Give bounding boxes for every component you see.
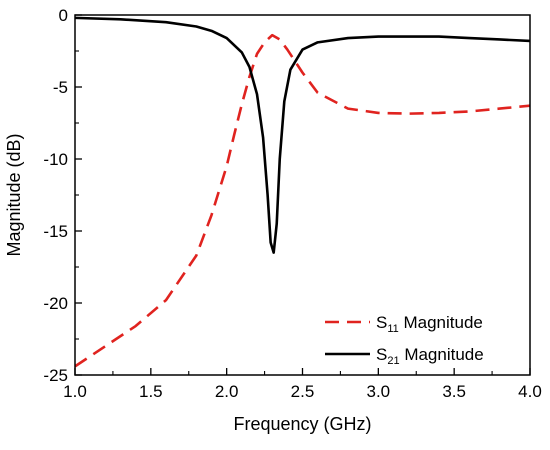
x-axis-title: Frequency (GHz) — [233, 414, 371, 434]
x-tick-label: 1.5 — [139, 382, 163, 401]
series-line-s11 — [75, 33, 530, 368]
axis-ticks: 1.0 1.5 2.0 2.5 3.0 3.5 4.0 0 -5 -10 -15 -20 -25 — [43, 6, 541, 401]
x-tick-label: 3.0 — [367, 382, 391, 401]
y-tick-label: -5 — [53, 78, 68, 97]
x-tick-label: 4.0 — [518, 382, 542, 401]
y-axis-title: Magnitude (dB) — [4, 133, 24, 256]
x-tick-label: 3.5 — [442, 382, 466, 401]
y-tick-label: -20 — [43, 294, 68, 313]
y-tick-label: -15 — [43, 222, 68, 241]
series-line-s21 — [75, 16, 530, 254]
y-tick-label: 0 — [59, 6, 68, 25]
plot-lines — [75, 16, 530, 368]
x-tick-label: 2.5 — [291, 382, 315, 401]
x-tick-label: 2.0 — [215, 382, 239, 401]
x-tick-label: 1.0 — [63, 382, 87, 401]
legend-label-s11: S11 Magnitude — [376, 313, 483, 335]
y-tick-label: -25 — [43, 366, 68, 385]
legend-label-s21: S21 Magnitude — [376, 345, 484, 367]
legend: S11 Magnitude S21 Magnitude — [325, 313, 484, 367]
y-tick-label: -10 — [43, 150, 68, 169]
